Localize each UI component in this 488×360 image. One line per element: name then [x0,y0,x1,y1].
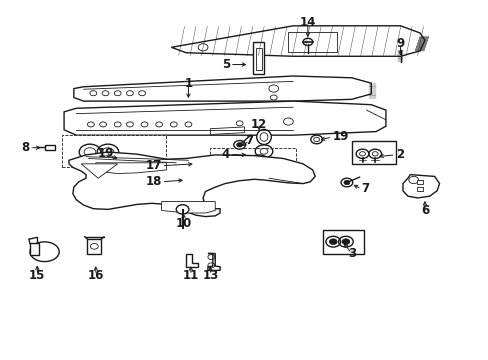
Text: 7: 7 [245,134,253,147]
Circle shape [236,143,242,147]
Text: 4: 4 [221,148,229,161]
Bar [322,230,363,253]
Bar [288,32,336,51]
Text: 3: 3 [347,247,355,260]
Polygon shape [161,202,215,213]
Polygon shape [171,26,424,56]
Bar [351,140,395,164]
Text: 11: 11 [183,269,199,282]
Ellipse shape [30,242,59,262]
Polygon shape [81,164,118,178]
Text: 12: 12 [250,118,267,131]
Text: 7: 7 [361,183,369,195]
Bar [255,48,261,69]
Bar [30,243,39,255]
Text: 14: 14 [299,16,315,29]
Text: 2: 2 [395,148,403,161]
Polygon shape [69,152,315,217]
Text: 8: 8 [21,141,30,154]
Text: 5: 5 [221,58,229,71]
Text: 6: 6 [420,204,428,217]
Polygon shape [44,145,55,150]
Text: 18: 18 [145,175,161,188]
Polygon shape [74,76,370,101]
Text: 15: 15 [29,269,45,282]
Circle shape [340,178,352,187]
Ellipse shape [260,133,267,141]
Circle shape [343,180,349,185]
Text: 1: 1 [184,77,192,90]
Text: 17: 17 [145,159,161,172]
Polygon shape [402,175,439,198]
Circle shape [176,205,188,214]
Circle shape [233,140,245,149]
Bar [210,148,295,176]
Text: 19: 19 [97,147,114,159]
Polygon shape [64,101,385,135]
Bar [416,187,423,192]
Text: 10: 10 [175,216,191,230]
Text: 16: 16 [87,269,104,282]
Polygon shape [210,127,244,134]
Polygon shape [96,163,166,174]
Circle shape [341,239,349,244]
Polygon shape [185,253,198,267]
Circle shape [102,148,114,156]
Text: 19: 19 [331,130,348,144]
Bar [87,239,101,253]
Text: 13: 13 [202,269,218,282]
Bar [61,135,166,167]
Bar [253,42,264,74]
Bar [416,180,423,184]
Ellipse shape [256,130,271,144]
Text: 9: 9 [396,37,404,50]
Polygon shape [207,253,220,270]
Circle shape [84,148,96,156]
Circle shape [329,239,336,244]
Circle shape [303,39,312,45]
